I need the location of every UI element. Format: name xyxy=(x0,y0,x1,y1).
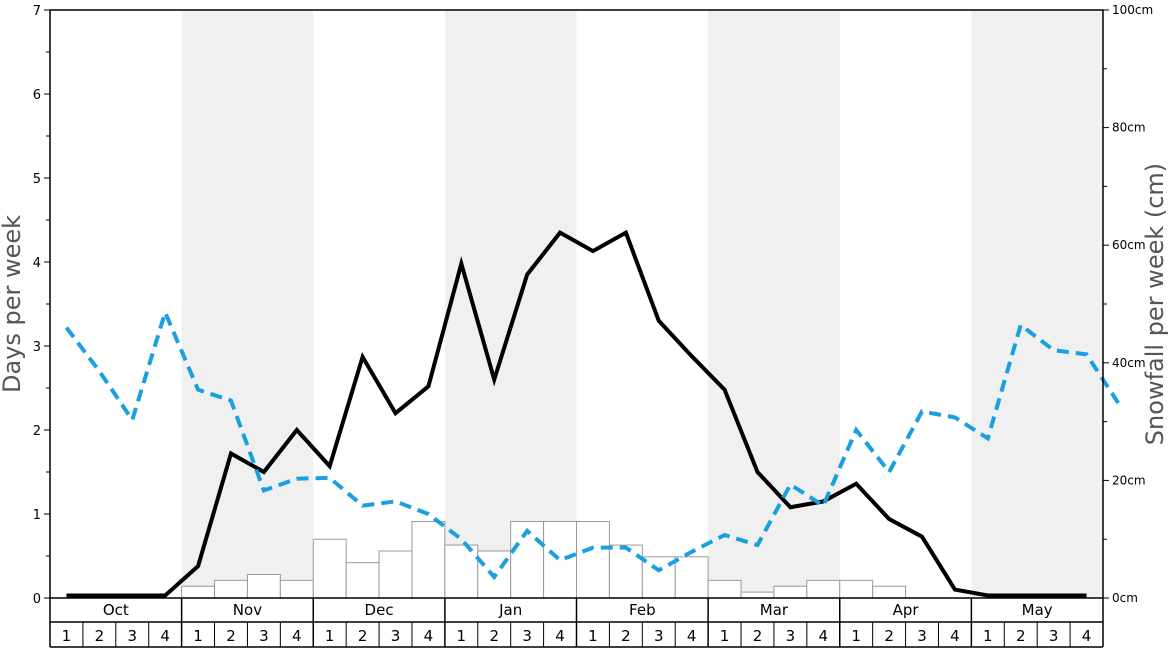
week-label: 3 xyxy=(1049,627,1059,645)
right-axis-title: Snowfall per week (cm) xyxy=(1141,163,1168,445)
week-label: 3 xyxy=(522,627,532,645)
month-label: Nov xyxy=(233,601,262,619)
snowfall-bar xyxy=(312,538,347,599)
week-label: 1 xyxy=(62,627,72,645)
snowfall-bar xyxy=(806,579,841,599)
snowfall-bar xyxy=(345,562,380,599)
week-label: 2 xyxy=(753,627,763,645)
snowfall-bar xyxy=(576,521,610,599)
left-tick-label: 0 xyxy=(33,592,41,607)
snowfall-bar xyxy=(214,579,248,599)
week-label: 4 xyxy=(819,627,829,645)
snowfall-bars xyxy=(181,521,907,599)
week-label: 3 xyxy=(259,627,269,645)
snowfall-bar xyxy=(246,573,281,599)
week-label: 1 xyxy=(851,627,861,645)
right-tick-label: 60cm xyxy=(1112,238,1146,252)
left-tick-label: 6 xyxy=(33,88,41,103)
week-label: 2 xyxy=(489,627,499,645)
week-label: 3 xyxy=(786,627,796,645)
week-label: 3 xyxy=(391,627,401,645)
left-tick-label: 5 xyxy=(33,172,41,187)
week-label: 3 xyxy=(654,627,664,645)
week-label: 1 xyxy=(588,627,598,645)
left-tick-label: 3 xyxy=(33,340,41,355)
right-tick-label: 80cm xyxy=(1112,121,1146,135)
week-label: 4 xyxy=(292,627,302,645)
week-label: 2 xyxy=(358,627,368,645)
week-label: 2 xyxy=(884,627,894,645)
snowfall-bar xyxy=(608,544,643,599)
week-label: 4 xyxy=(950,627,960,645)
week-label: 2 xyxy=(226,627,236,645)
week-label: 4 xyxy=(424,627,434,645)
snowfall-bar xyxy=(707,579,742,599)
week-label: 2 xyxy=(1016,627,1026,645)
left-axis-title: Days per week xyxy=(0,215,26,393)
month-label: May xyxy=(1022,601,1053,619)
snowfall-bar xyxy=(839,579,874,599)
right-tick-label: 40cm xyxy=(1112,356,1146,370)
right-tick-label: 100cm xyxy=(1112,3,1153,17)
snowfall-bar xyxy=(411,521,446,599)
month-week-axis: Oct 1 2 3 4 Nov 1 2 3 4 Dec 1 2 3 4 Jan 1 2 3 4 Feb 1 2 3 4 Mar 1 2… xyxy=(49,598,1104,648)
week-label: 1 xyxy=(193,627,203,645)
left-tick-label: 7 xyxy=(33,4,41,19)
right-axis: 0cm 20cm 40cm 60cm 80cm 100cm xyxy=(1103,3,1153,605)
week-label: 4 xyxy=(555,627,565,645)
month-label: Jan xyxy=(498,601,522,619)
month-shading xyxy=(181,10,1103,598)
left-axis: 0 1 2 3 4 5 6 7 xyxy=(33,4,50,607)
week-label: 3 xyxy=(917,627,927,645)
month-shade-may xyxy=(971,10,1103,598)
snowfall-bar xyxy=(872,585,907,599)
line-series xyxy=(64,229,1122,598)
month-label: Dec xyxy=(365,601,394,619)
left-tick-label: 4 xyxy=(33,256,41,271)
week-label: 1 xyxy=(720,627,730,645)
dashed-series-line xyxy=(64,306,1122,581)
snowfall-bar xyxy=(444,544,479,599)
month-label: Feb xyxy=(629,601,656,619)
week-label: 2 xyxy=(621,627,631,645)
snowfall-bar xyxy=(740,591,775,599)
month-shade-nov xyxy=(181,10,314,598)
week-label: 1 xyxy=(457,627,467,645)
month-label: Mar xyxy=(760,601,789,619)
snowfall-bar xyxy=(378,550,413,599)
snowfall-bar xyxy=(543,521,577,599)
right-tick-label: 0cm xyxy=(1112,591,1138,605)
month-label: Apr xyxy=(893,601,920,619)
snowfall-bar xyxy=(279,579,314,599)
week-label: 3 xyxy=(127,627,137,645)
month-shade-jan xyxy=(444,10,577,598)
month-shade-mar xyxy=(708,10,840,598)
week-label: 4 xyxy=(160,627,170,645)
week-label: 2 xyxy=(95,627,105,645)
week-label: 4 xyxy=(687,627,697,645)
snowfall-bar xyxy=(674,556,709,599)
solid-series-line xyxy=(66,229,1087,598)
right-tick-label: 20cm xyxy=(1112,473,1146,487)
month-label: Oct xyxy=(103,601,129,619)
left-tick-label: 2 xyxy=(33,424,41,439)
left-tick-label: 1 xyxy=(33,508,41,523)
snowfall-bar xyxy=(181,585,216,599)
week-label: 4 xyxy=(1082,627,1092,645)
week-label: 1 xyxy=(983,627,993,645)
week-label: 1 xyxy=(325,627,335,645)
snowfall-bar xyxy=(773,585,808,599)
